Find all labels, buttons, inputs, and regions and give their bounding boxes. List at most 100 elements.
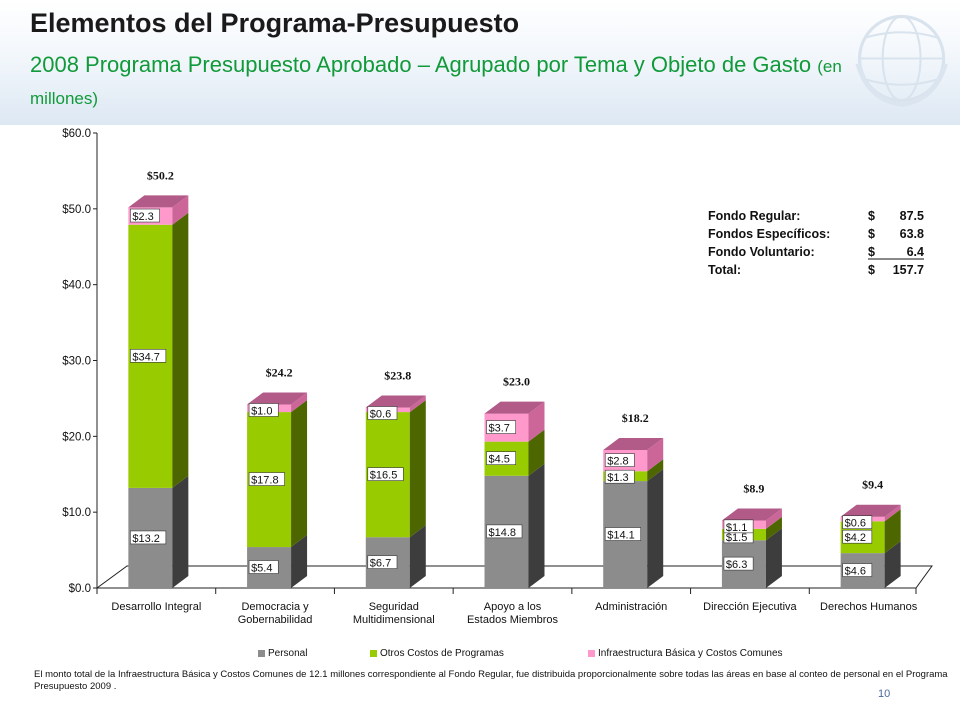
total-label-0: $50.2 <box>147 168 174 182</box>
bar-side-1-3 <box>528 429 545 476</box>
bar-side-2-5 <box>765 508 782 529</box>
value-label-box-0-1 <box>248 560 279 574</box>
bar-side-2-2 <box>409 395 426 413</box>
bar-side-1-0 <box>172 212 189 488</box>
value-label-1-6: $4.2 <box>845 532 866 544</box>
category-label-0: Desarrollo Integral <box>111 601 201 613</box>
legend-item-personal: Personal <box>258 648 307 659</box>
header-background <box>0 0 960 125</box>
bar-side-2-1 <box>291 392 308 413</box>
value-label-1-1: $17.8 <box>251 475 279 487</box>
value-label-0-2: $6.7 <box>370 558 391 570</box>
bar-side-1-4 <box>647 459 664 482</box>
value-label-0-6: $4.6 <box>845 566 866 578</box>
category-label-2: Seguridad <box>369 601 419 613</box>
category-label-3: Apoyo a los <box>484 601 542 613</box>
y-tick-label: $20.0 <box>62 431 91 443</box>
value-label-box-1-1 <box>248 472 285 486</box>
category-label-1: Gobernabilidad <box>238 614 313 626</box>
total-label-1: $24.2 <box>266 365 293 379</box>
value-label-box-2-6 <box>842 515 873 530</box>
value-label-box-0-0 <box>130 530 167 545</box>
bar-side-0-0 <box>172 475 189 588</box>
summary-currency-2: $ <box>868 245 875 259</box>
legend-label-infra: Infraestructura Básica y Costos Comunes <box>598 648 783 659</box>
bar-side-0-3 <box>528 463 545 588</box>
value-label-box-2-5 <box>723 519 754 534</box>
value-label-box-2-0 <box>130 208 160 223</box>
bar-side-1-5 <box>765 516 782 541</box>
bar-top-1 <box>247 392 308 405</box>
bar-side-0-1 <box>291 535 308 588</box>
page-title: Elementos del Programa-Presupuesto <box>30 8 520 38</box>
bar-top-6 <box>840 504 901 517</box>
value-label-box-0-5 <box>723 556 754 571</box>
value-label-1-4: $1.3 <box>607 472 628 484</box>
summary-currency-0: $ <box>868 209 875 223</box>
oas-globe-logo <box>855 14 948 107</box>
bar-side-1-6 <box>884 509 901 554</box>
summary-amount-0: 87.5 <box>900 209 924 223</box>
total-label-2: $23.8 <box>384 369 411 383</box>
total-label-4: $18.2 <box>622 411 649 425</box>
subtitle-units: (en millones) <box>30 57 842 108</box>
bar-side-0-6 <box>884 541 901 588</box>
value-label-0-4: $14.1 <box>607 530 635 542</box>
bar-side-2-3 <box>528 401 545 442</box>
legend-swatch-otros <box>370 650 377 657</box>
page-subtitle: 2008 Programa Presupuesto Aprobado – Agr… <box>30 50 880 114</box>
summary-label-3: Total: <box>708 263 741 277</box>
total-label-5: $8.9 <box>743 482 764 496</box>
value-label-box-1-6 <box>842 529 873 544</box>
value-label-box-0-4 <box>604 527 642 541</box>
summary-label-0: Fondo Regular: <box>708 209 800 223</box>
value-label-2-4: $2.8 <box>607 456 628 468</box>
bar-top-3 <box>484 401 545 414</box>
value-label-0-0: $13.2 <box>132 533 160 545</box>
summary-label-1: Fondos Específicos: <box>708 227 830 241</box>
y-tick-label: $60.0 <box>62 128 91 140</box>
category-label-6: Derechos Humanos <box>820 601 918 613</box>
legend-item-infra: Infraestructura Básica y Costos Comunes <box>588 648 783 659</box>
bar-side-1-2 <box>409 400 426 538</box>
subtitle-main: 2008 Programa Presupuesto Aprobado – Agr… <box>30 52 812 77</box>
value-label-1-5: $1.5 <box>726 532 747 544</box>
value-label-2-1: $1.0 <box>251 405 272 417</box>
value-label-0-3: $14.8 <box>489 527 517 539</box>
bar-side-0-2 <box>409 525 426 588</box>
y-tick-label: $0.0 <box>69 583 91 595</box>
value-label-1-3: $4.5 <box>489 454 510 466</box>
value-label-box-1-3 <box>486 451 517 466</box>
y-tick-label: $10.0 <box>62 507 91 519</box>
legend-label-personal: Personal <box>268 648 308 659</box>
y-tick-label: $30.0 <box>62 356 91 368</box>
category-label-2: Multidimensional <box>353 614 435 626</box>
summary-currency-1: $ <box>868 227 875 241</box>
bar-side-1-1 <box>291 400 308 548</box>
bar-side-2-0 <box>172 195 189 225</box>
bar-top-0 <box>128 195 189 208</box>
value-label-0-1: $5.4 <box>251 563 272 575</box>
summary-amount-1: 63.8 <box>900 227 924 241</box>
value-label-1-0: $34.7 <box>132 351 160 363</box>
bar-top-4 <box>603 437 664 450</box>
bar-side-0-5 <box>765 528 782 588</box>
summary-label-2: Fondo Voluntario: <box>708 245 815 259</box>
summary-amount-2: 6.4 <box>907 245 924 259</box>
value-label-box-2-2 <box>367 406 398 420</box>
category-label-5: Dirección Ejecutiva <box>703 601 797 613</box>
legend-label-otros: Otros Costos de Programas <box>380 648 504 659</box>
value-label-2-5: $1.1 <box>726 522 747 534</box>
summary-currency-3: $ <box>868 263 875 277</box>
bar-side-2-4 <box>647 437 664 472</box>
legend-swatch-personal <box>258 650 265 657</box>
y-tick-label: $50.0 <box>62 204 91 216</box>
value-label-box-2-4 <box>604 453 635 467</box>
summary-amount-3: 157.7 <box>893 263 924 277</box>
value-label-2-2: $0.6 <box>370 409 391 421</box>
category-label-4: Administración <box>595 601 667 613</box>
page-number: 10 <box>878 688 891 700</box>
chart-legend: Personal Otros Costos de Programas Infra… <box>258 648 818 662</box>
value-label-box-1-2 <box>367 467 404 481</box>
bar-top-2 <box>365 395 426 408</box>
